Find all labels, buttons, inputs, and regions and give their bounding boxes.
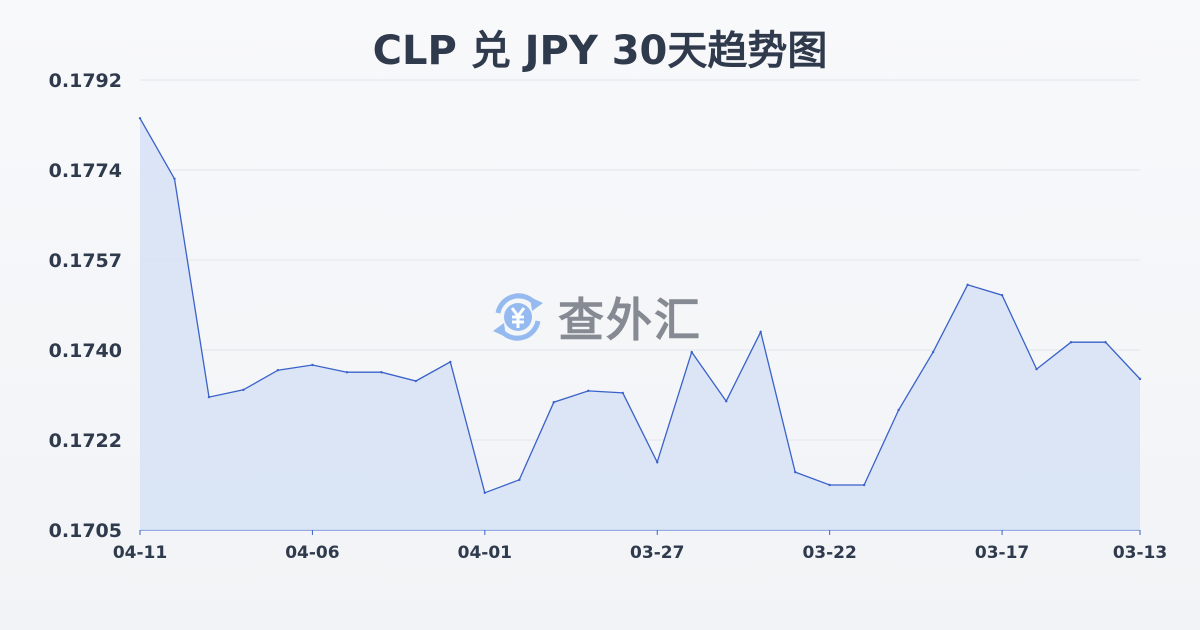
data-point	[311, 363, 314, 367]
x-tick-label: 04-01	[458, 543, 512, 563]
y-tick-label: 0.1774	[49, 160, 122, 182]
y-tick-label: 0.1740	[49, 340, 122, 362]
data-point	[862, 483, 866, 487]
data-point	[380, 371, 383, 374]
data-point	[276, 368, 280, 372]
data-point	[793, 470, 797, 474]
series-line	[139, 117, 1141, 494]
data-point	[725, 400, 728, 403]
y-tick-label: 0.1705	[49, 520, 122, 542]
watermark-text: 查外汇	[558, 293, 702, 347]
y-axis-ticks: 0.1705 0.1722 0.1740 0.1757 0.1774 0.1792	[49, 70, 122, 542]
x-tick-label: 04-11	[113, 543, 167, 563]
data-point	[621, 391, 624, 395]
data-point	[207, 395, 211, 399]
data-point	[931, 350, 935, 354]
data-point	[345, 371, 349, 374]
data-point	[1138, 377, 1142, 381]
y-tick-label: 0.1792	[49, 70, 122, 92]
data-point	[656, 461, 659, 464]
y-tick-label: 0.1757	[49, 250, 122, 272]
data-point	[759, 330, 762, 334]
data-point	[483, 491, 487, 494]
data-point	[828, 483, 831, 487]
x-tick-label: 03-17	[975, 543, 1029, 563]
data-point	[966, 283, 969, 287]
x-tick-label: 03-27	[630, 543, 684, 563]
data-point	[1000, 293, 1004, 297]
data-point	[138, 117, 142, 120]
data-point	[587, 389, 590, 393]
data-points	[138, 117, 1142, 494]
data-point	[242, 388, 245, 392]
data-point	[414, 379, 418, 383]
yen-exchange-icon	[493, 293, 543, 341]
x-axis-ticks: 04-11 04-06 04-01 03-27 03-22 03-17 03-13	[113, 529, 1167, 563]
data-point	[449, 360, 452, 364]
watermark-logo: 查外汇	[488, 284, 702, 350]
area-fill	[140, 118, 1140, 531]
y-tick-label: 0.1722	[49, 430, 122, 452]
x-tick-label: 04-06	[285, 543, 339, 563]
data-point	[690, 350, 693, 354]
data-point	[897, 408, 900, 412]
data-point	[1035, 367, 1038, 371]
x-tick-label: 03-22	[802, 543, 856, 563]
data-point	[1069, 341, 1073, 344]
data-point	[173, 177, 176, 180]
data-point	[552, 401, 555, 404]
chart-title: CLP 兑 JPY 30天趋势图	[372, 28, 828, 74]
data-point	[518, 478, 521, 482]
data-point	[1104, 341, 1107, 344]
x-tick-label: 03-13	[1113, 543, 1167, 563]
